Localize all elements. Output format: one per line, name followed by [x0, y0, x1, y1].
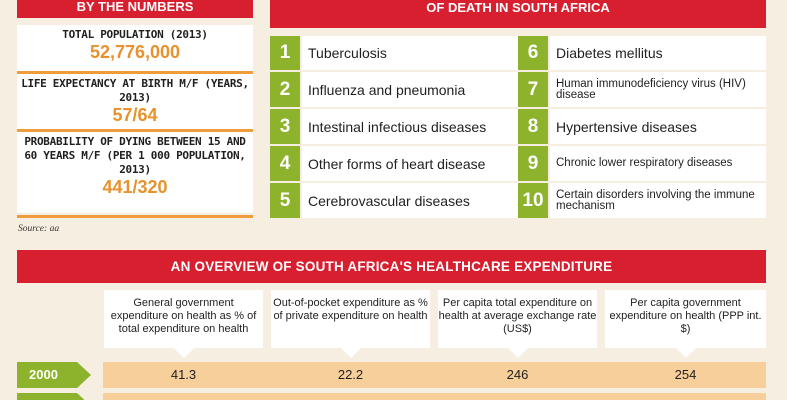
column-header-per-capita-total: Per capita total expenditure on health a… [438, 290, 597, 358]
cause-item: 3 Intestinal infectious diseases [270, 109, 518, 144]
cause-label: Human immunodeficiency virus (HIV) disea… [550, 72, 766, 107]
stats-panel: TOTAL POPULATION (2013) 52,776,000 LIFE … [17, 25, 253, 213]
causes-grid: 1 Tuberculosis 6 Diabetes mellitus 2 Influe… [270, 36, 766, 220]
cause-label: Cerebrovascular diseases [302, 183, 518, 218]
row-value: 246 [506, 367, 529, 382]
cause-label: Diabetes mellitus [550, 36, 766, 70]
cause-rank: 3 [270, 109, 300, 144]
cause-rank: 10 [518, 183, 548, 218]
cause-item: 9 Chronic lower respiratory diseases [518, 146, 766, 181]
cause-rank: 2 [270, 72, 300, 107]
cause-item: 6 Diabetes mellitus [518, 36, 766, 70]
column-header-govt-pct: General government expenditure on health… [104, 290, 263, 358]
cause-item: 2 Influenza and pneumonia [270, 72, 518, 107]
year-label: 2000 [17, 362, 91, 388]
cause-item: 8 Hypertensive diseases [518, 109, 766, 144]
stat-label: PROBABILITY OF DYING BETWEEN 15 AND 60 Y… [24, 135, 246, 176]
table-row: 2000 41.3 22.2 246 254 [17, 362, 766, 388]
cause-rank: 4 [270, 146, 300, 181]
causes-header: OF DEATH IN SOUTH AFRICA [270, 0, 766, 28]
row-value: 22.2 [337, 367, 364, 382]
cause-rank: 1 [270, 36, 300, 70]
cause-label: Chronic lower respiratory diseases [550, 146, 766, 181]
cause-item: 10 Certain disorders involving the immune… [518, 183, 766, 218]
cause-item: 5 Cerebrovascular diseases [270, 183, 518, 218]
row-value: 41.3 [170, 367, 197, 382]
cause-rank: 5 [270, 183, 300, 218]
cause-rank: 9 [518, 146, 548, 181]
year-tag-partial [17, 393, 91, 400]
cause-label: Tuberculosis [302, 36, 518, 70]
stat-label: TOTAL POPULATION (2013) [62, 28, 208, 41]
cause-label: Other forms of heart disease [302, 146, 518, 181]
cause-rank: 6 [518, 36, 548, 70]
expenditure-header: AN OVERVIEW OF SOUTH AFRICA'S HEALTHCARE… [17, 250, 766, 283]
cause-item: 1 Tuberculosis [270, 36, 518, 70]
stats-divider [17, 215, 253, 218]
cause-label: Intestinal infectious diseases [302, 109, 518, 144]
stat-value: 52,776,000 [89, 42, 181, 62]
numbers-header: BY THE NUMBERS [17, 0, 253, 18]
row-band [103, 393, 766, 400]
stat-value: 441/320 [102, 177, 168, 197]
cause-rank: 8 [518, 109, 548, 144]
column-header-out-of-pocket: Out-of-pocket expenditure as % of privat… [271, 290, 430, 358]
row-value: 254 [674, 367, 697, 382]
stat-life-expectancy: LIFE EXPECTANCY AT BIRTH M/F (YEARS, 201… [17, 71, 253, 129]
row-band [103, 362, 766, 388]
cause-item: 4 Other forms of heart disease [270, 146, 518, 181]
stat-value: 57/64 [112, 105, 158, 125]
cause-rank: 7 [518, 72, 548, 107]
stat-probability-dying: PROBABILITY OF DYING BETWEEN 15 AND 60 Y… [17, 129, 253, 213]
cause-label: Influenza and pneumonia [302, 72, 518, 107]
cause-item: 7 Human immunodeficiency virus (HIV) dise… [518, 72, 766, 107]
source-note: Source: aa [18, 224, 60, 234]
stat-label: LIFE EXPECTANCY AT BIRTH M/F (YEARS, 201… [21, 77, 249, 104]
cause-label: Certain disorders involving the immune m… [550, 183, 766, 218]
column-header-per-capita-govt: Per capita government expenditure on hea… [605, 290, 766, 358]
table-row-partial [17, 393, 766, 400]
cause-label: Hypertensive diseases [550, 109, 766, 144]
stat-total-population: TOTAL POPULATION (2013) 52,776,000 [17, 25, 253, 71]
